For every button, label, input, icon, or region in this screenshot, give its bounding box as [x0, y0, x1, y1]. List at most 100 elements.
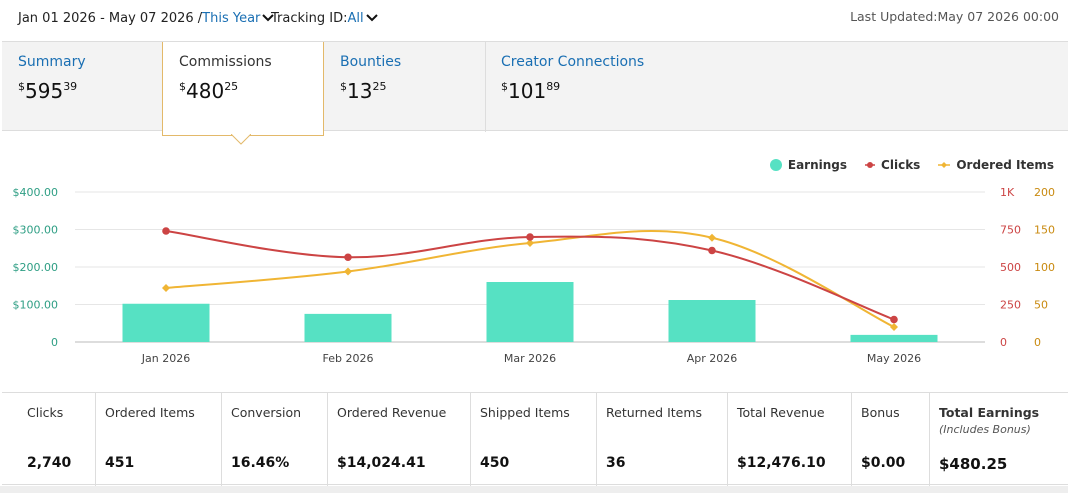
stat-conversion: Conversion 16.46% — [222, 393, 328, 486]
tab-bounties[interactable]: Bounties $1325 — [324, 42, 484, 132]
right-axis-tick-clicks: 0 — [1000, 336, 1007, 349]
right-axis-tick-ordered: 0 — [1034, 336, 1041, 349]
stat-ordered-revenue: Ordered Revenue $14,024.41 — [328, 393, 471, 486]
tab-title: Summary — [18, 54, 86, 70]
bar-earnings — [486, 282, 574, 342]
right-axis-tick-ordered: 50 — [1034, 299, 1048, 312]
point-ordered-items — [162, 284, 170, 292]
tracking-id-value: All — [347, 11, 364, 26]
footer-strip — [0, 486, 1068, 493]
stat-value: 36 — [606, 455, 626, 471]
stat-returned-items: Returned Items 36 — [597, 393, 728, 486]
left-axis-tick: $400.00 — [13, 186, 59, 199]
x-axis-tick: May 2026 — [867, 352, 921, 365]
currency-symbol: $ — [340, 80, 347, 93]
stat-total-earnings: Total Earnings (Includes Bonus) $480.25 — [930, 393, 1068, 486]
tab-amount: $59539 — [18, 79, 146, 103]
active-tab-pointer — [231, 134, 251, 145]
left-axis-tick: $300.00 — [13, 224, 59, 237]
point-ordered-items — [890, 323, 898, 331]
legend-item-ordered-items[interactable]: Ordered Items — [938, 158, 1054, 172]
x-axis-tick: Jan 2026 — [141, 352, 190, 365]
stat-label: Total Revenue — [737, 405, 825, 420]
amount-whole: 595 — [25, 79, 64, 103]
tab-commissions[interactable]: Commissions $48025 — [162, 42, 324, 136]
legend-circle-icon — [865, 162, 876, 168]
stat-value: $480.25 — [939, 455, 1008, 473]
stat-label: Returned Items — [606, 405, 703, 420]
stat-label: Total Earnings — [939, 405, 1040, 420]
tab-amount: $10189 — [501, 79, 669, 103]
top-bar: Jan 01 2026 - May 07 2026 /This Year Tra… — [0, 0, 1068, 40]
point-ordered-items — [526, 239, 534, 247]
stat-value: $12,476.10 — [737, 455, 826, 471]
stat-label: Bonus — [861, 405, 900, 420]
right-axis-tick-clicks: 250 — [1000, 299, 1021, 312]
stat-ordered-items: Ordered Items 451 — [96, 393, 222, 486]
bar-earnings — [668, 300, 756, 342]
left-axis-tick: $100.00 — [13, 299, 59, 312]
right-axis-tick-ordered: 150 — [1034, 224, 1055, 237]
tracking-id-filter: Tracking ID:All — [271, 11, 378, 26]
legend-label: Clicks — [881, 158, 921, 172]
tab-summary[interactable]: Summary $59539 — [2, 42, 162, 132]
stat-label: Ordered Items — [105, 405, 195, 420]
tracking-id-label: Tracking ID: — [271, 11, 348, 26]
point-clicks — [890, 315, 898, 324]
chart-legend: Earnings Clicks Ordered Items — [769, 158, 1054, 172]
currency-symbol: $ — [179, 80, 186, 93]
right-axis-tick-clicks: 500 — [1000, 261, 1021, 274]
stat-label: Ordered Revenue — [337, 405, 447, 420]
stat-bonus: Bonus $0.00 — [852, 393, 930, 486]
tab-title: Bounties — [340, 54, 402, 70]
x-axis-tick: Mar 2026 — [504, 352, 556, 365]
bar-earnings — [850, 334, 938, 342]
legend-item-earnings[interactable]: Earnings — [769, 158, 848, 172]
right-axis-tick-ordered: 200 — [1034, 186, 1055, 199]
currency-symbol: $ — [501, 80, 508, 93]
stat-label: Clicks — [27, 405, 64, 420]
last-updated-text: Last Updated:May 07 2026 00:00 — [850, 9, 1059, 24]
earnings-tabs: Summary $59539 Commissions $48025 Bounti… — [2, 41, 1068, 136]
amount-whole: 480 — [186, 79, 225, 103]
right-axis-tick-ordered: 100 — [1034, 261, 1055, 274]
stat-total-revenue: Total Revenue $12,476.10 — [728, 393, 852, 486]
stat-shipped-items: Shipped Items 450 — [471, 393, 597, 486]
range-select-dropdown[interactable]: This Year — [202, 11, 275, 26]
point-ordered-items — [344, 267, 352, 276]
x-axis-tick: Feb 2026 — [323, 352, 374, 365]
left-axis-tick: 0 — [51, 336, 58, 349]
tab-creator-connections[interactable]: Creator Connections $10189 — [485, 42, 685, 132]
amount-cents: 25 — [372, 80, 387, 93]
right-axis-tick-clicks: 750 — [1000, 224, 1021, 237]
amount-whole: 13 — [347, 79, 373, 103]
date-range-text: Jan 01 2026 - May 07 2026 /This Year — [18, 11, 275, 26]
amount-cents: 39 — [63, 80, 78, 93]
point-clicks — [708, 246, 716, 255]
bar-earnings — [304, 313, 392, 342]
legend-item-clicks[interactable]: Clicks — [865, 158, 920, 172]
chevron-down-icon — [262, 14, 275, 22]
stat-value: $14,024.41 — [337, 455, 426, 471]
tab-amount: $48025 — [179, 79, 307, 103]
amount-cents: 89 — [546, 80, 561, 93]
tab-amount: $1325 — [340, 79, 468, 103]
chevron-down-icon — [365, 14, 378, 22]
amount-whole: 101 — [508, 79, 547, 103]
stat-sublabel: (Includes Bonus) — [939, 423, 1031, 436]
left-axis-tick: $200.00 — [13, 261, 59, 274]
currency-symbol: $ — [18, 80, 25, 93]
earnings-chart: 0 0 0 $100.00 250 50 $200.00 500 100 $300.00 750 15… — [13, 186, 1056, 365]
legend-label: Earnings — [787, 158, 848, 172]
legend-circle-icon — [769, 159, 782, 171]
stat-value: 2,740 — [27, 455, 72, 471]
tracking-id-dropdown[interactable]: All — [347, 11, 378, 26]
amount-cents: 25 — [224, 80, 239, 93]
stat-label: Shipped Items — [480, 405, 570, 420]
tab-divider — [485, 42, 486, 132]
date-range-label: Jan 01 2026 - May 07 2026 / — [18, 11, 203, 26]
stat-value: 450 — [480, 455, 510, 471]
legend-diamond-icon — [938, 162, 951, 168]
range-select-label: This Year — [202, 11, 261, 26]
point-clicks — [344, 253, 352, 262]
